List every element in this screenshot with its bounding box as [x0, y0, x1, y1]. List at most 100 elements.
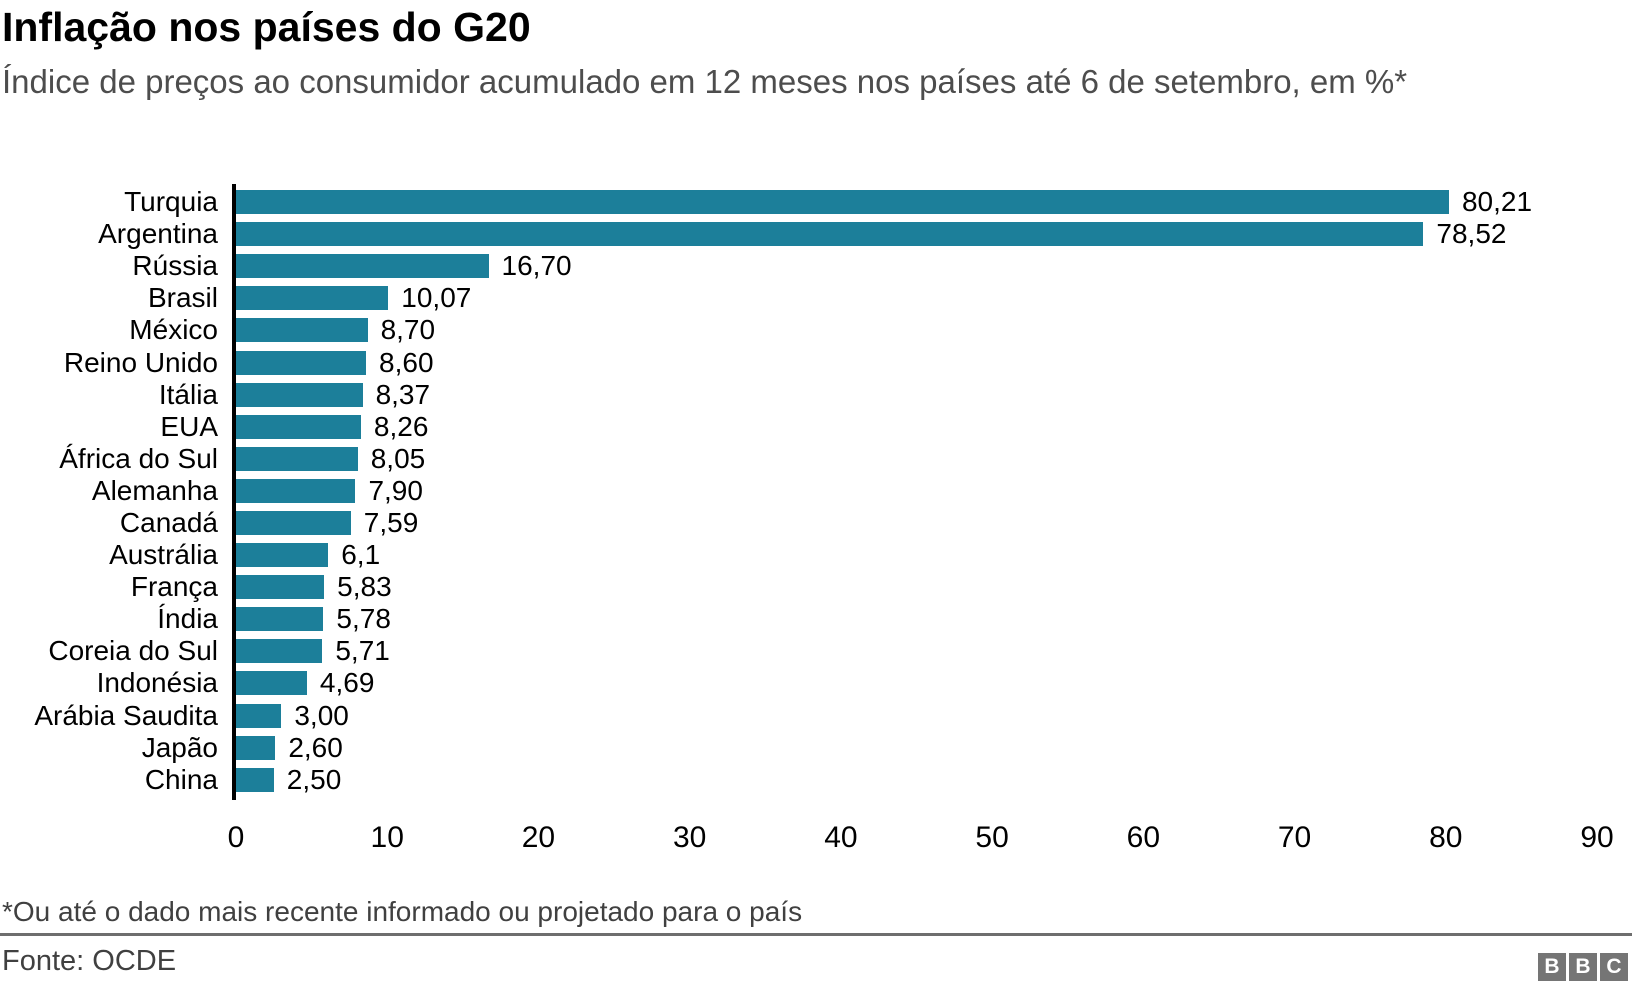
- value-label: 8,60: [379, 346, 434, 378]
- bar-track: 8,60: [236, 346, 1597, 378]
- category-label: Alemanha: [91, 474, 218, 506]
- bar-row: Austrália 6,1: [0, 539, 1600, 571]
- source-label: Fonte: OCDE: [2, 945, 177, 977]
- x-tick-label: 20: [521, 821, 556, 854]
- bar: [236, 607, 324, 632]
- bar: [236, 350, 367, 375]
- value-label: 80,21: [1461, 186, 1533, 218]
- x-tick-label: 50: [975, 821, 1009, 854]
- bar-row: França 5,83: [0, 571, 1600, 603]
- bar-row: Canadá 7,59: [0, 507, 1600, 539]
- x-tick-label: 80: [1429, 821, 1463, 854]
- bar-track: 16,70: [236, 250, 1597, 282]
- category-label: Indonésia: [96, 667, 218, 699]
- value-label: 4,69: [319, 667, 375, 699]
- bbc-logo-letter: B: [1569, 953, 1597, 981]
- bar-rows: Turquia 80,21 Argentina 78,52 Rússia 16,70 Bra…: [0, 186, 1600, 796]
- bar: [236, 703, 282, 728]
- bar-row: África do Sul 8,05: [0, 443, 1600, 475]
- bar-track: 8,05: [236, 443, 1597, 475]
- value-label: 7,90: [368, 474, 423, 506]
- bar: [236, 318, 368, 343]
- bar: [236, 382, 363, 407]
- bar-track: 8,70: [236, 314, 1597, 346]
- bar-track: 80,21: [236, 186, 1597, 218]
- bar-row: China 2,50: [0, 764, 1600, 796]
- x-tick-label: 30: [672, 821, 707, 854]
- bar-row: Rússia 16,70: [0, 250, 1600, 282]
- bar: [236, 222, 1424, 247]
- bar-track: 8,26: [236, 411, 1597, 443]
- bar-row: Reino Unido 8,60: [0, 346, 1600, 378]
- value-label: 10,07: [401, 282, 472, 314]
- bar-track: 5,78: [236, 603, 1597, 635]
- category-label: Austrália: [109, 539, 218, 571]
- bar-track: 7,59: [236, 507, 1597, 539]
- x-tick-label: 40: [824, 821, 858, 854]
- bar-chart: Turquia 80,21 Argentina 78,52 Rússia 16,70 Bra…: [0, 184, 1600, 800]
- category-label: Turquia: [124, 186, 218, 218]
- bar: [236, 510, 351, 535]
- footnote: *Ou até o dado mais recente informado ou…: [2, 896, 803, 927]
- bar-track: 78,52: [236, 218, 1597, 250]
- y-axis-line: [232, 184, 236, 800]
- value-label: 3,00: [294, 699, 349, 731]
- bar: [236, 446, 358, 471]
- bar-row: Itália 8,37: [0, 379, 1600, 411]
- category-label: Arábia Saudita: [34, 699, 218, 731]
- value-label: 5,83: [337, 571, 392, 603]
- x-tick-label: 60: [1126, 821, 1161, 854]
- bar-row: Alemanha 7,90: [0, 475, 1600, 507]
- value-label: 8,37: [375, 378, 431, 410]
- value-label: 6,1: [341, 539, 381, 571]
- bbc-logo-letter: C: [1600, 953, 1628, 981]
- x-tick-label: 10: [370, 821, 404, 854]
- bar-row: Arábia Saudita 3,00: [0, 700, 1600, 732]
- x-axis: 0 10 20 30 40 50 60 70 80 90: [228, 821, 1614, 855]
- bar-row: México 8,70: [0, 314, 1600, 346]
- bar-track: 5,71: [236, 635, 1597, 667]
- x-tick-label: 90: [1580, 821, 1614, 854]
- bar: [236, 639, 323, 664]
- bar-row: Turquia 80,21: [0, 186, 1600, 218]
- value-label: 78,52: [1436, 218, 1507, 250]
- bar-row: Indonésia 4,69: [0, 667, 1600, 699]
- bar: [236, 671, 307, 696]
- bar-track: 6,1: [236, 539, 1597, 571]
- bar-row: Índia 5,78: [0, 603, 1600, 635]
- category-label: Brasil: [147, 282, 218, 314]
- bar: [236, 190, 1449, 215]
- chart-subtitle: Índice de preços ao consumidor acumulado…: [2, 63, 1408, 100]
- category-label: Japão: [141, 731, 218, 763]
- bar-row: Coreia do Sul 5,71: [0, 635, 1600, 667]
- category-label: África do Sul: [59, 442, 218, 474]
- category-label: Coreia do Sul: [48, 635, 218, 667]
- value-label: 2,60: [288, 731, 343, 763]
- bar-track: 8,37: [236, 379, 1597, 411]
- bar: [236, 735, 276, 760]
- bar-row: Argentina 78,52: [0, 218, 1600, 250]
- bar: [236, 543, 329, 568]
- category-label: Reino Unido: [63, 346, 218, 378]
- category-label: México: [129, 314, 218, 346]
- bar-row: Japão 2,60: [0, 732, 1600, 764]
- value-label: 5,78: [336, 603, 391, 635]
- category-label: Rússia: [132, 250, 218, 282]
- bar: [236, 254, 489, 279]
- bar: [236, 478, 356, 503]
- chart-title: Inflação nos países do G20: [2, 4, 531, 50]
- category-label: Canadá: [119, 506, 218, 538]
- value-label: 16,70: [501, 250, 572, 282]
- bar: [236, 286, 389, 311]
- bar-track: 4,69: [236, 667, 1597, 699]
- x-tick-label: 0: [227, 821, 245, 854]
- category-label: Argentina: [98, 218, 218, 250]
- bar: [236, 767, 274, 792]
- value-label: 2,50: [286, 763, 342, 795]
- bar-track: 2,50: [236, 764, 1597, 796]
- divider-line: [0, 933, 1632, 936]
- category-label: China: [144, 763, 218, 795]
- bar-track: 3,00: [236, 700, 1597, 732]
